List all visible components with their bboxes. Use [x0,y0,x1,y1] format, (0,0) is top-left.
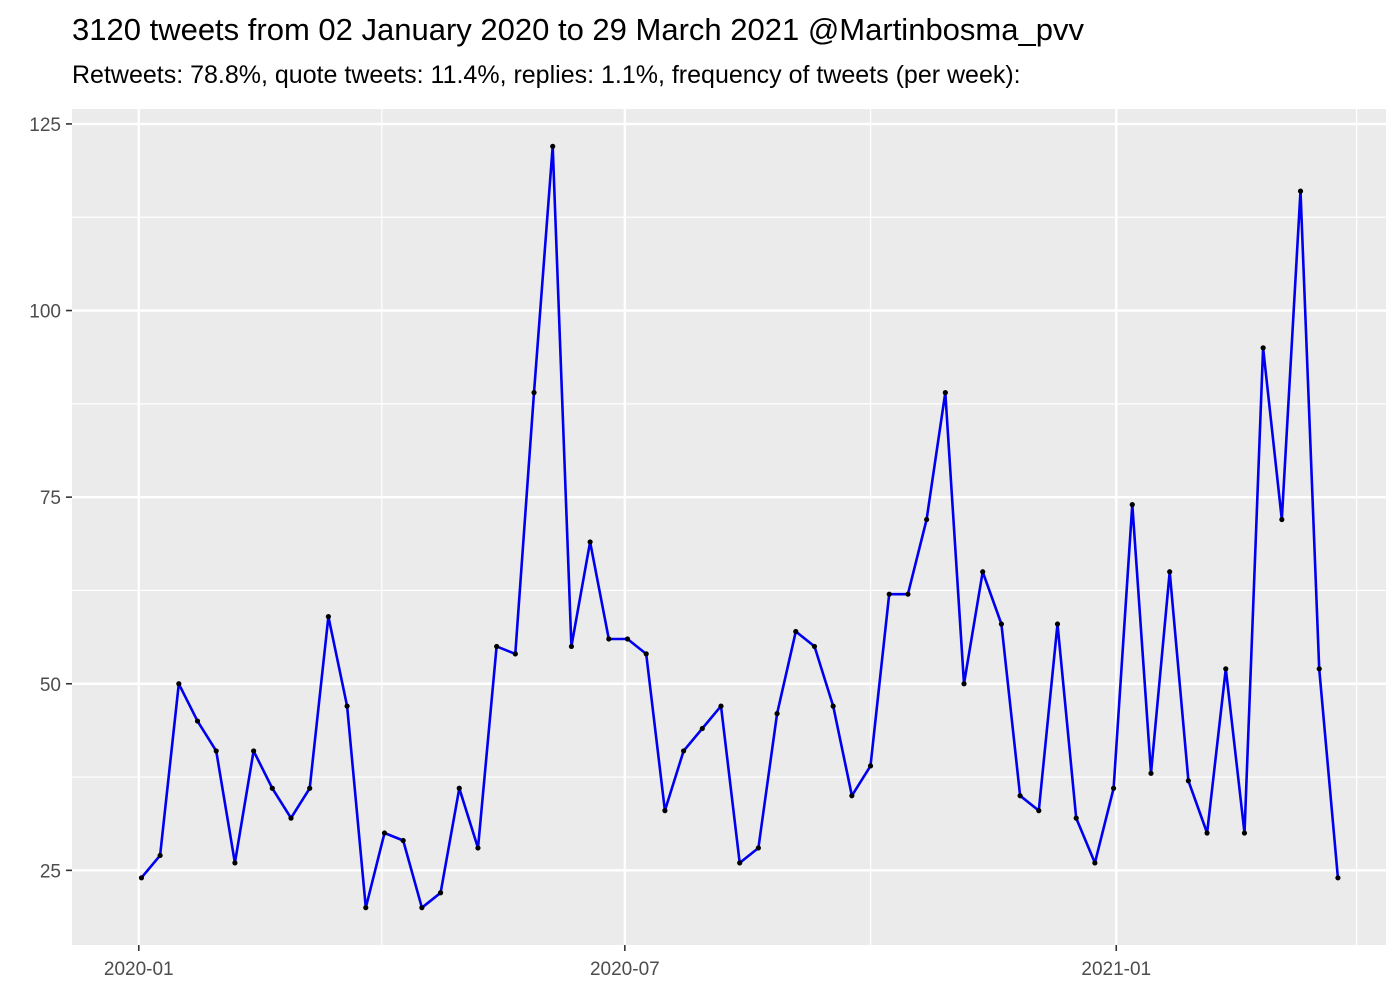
data-point [1185,778,1191,784]
y-axis: 25 50 75 100 125 [29,115,72,882]
data-point [1167,569,1173,575]
data-point [213,748,219,754]
data-point [475,845,481,851]
data-point [1260,345,1266,351]
data-point [662,808,668,814]
data-point [793,628,799,635]
data-point [1017,793,1023,799]
data-point [232,860,238,866]
data-point [811,643,818,650]
data-point [1223,666,1229,672]
y-tick-label: 125 [29,115,61,136]
data-point [1204,830,1210,836]
data-point [587,539,593,545]
data-point [1316,666,1322,672]
data-point [774,711,780,717]
data-point [606,636,612,642]
data-point [867,763,874,769]
chart-subtitle: Retweets: 78.8%, quote tweets: 11.4%, re… [72,61,1021,89]
data-point [1073,815,1079,821]
major-gridlines [72,109,1386,945]
data-point [288,815,294,821]
plot-panel [72,109,1386,945]
data-point [1054,621,1061,627]
x-tick-label: 2021-01 [1081,959,1151,980]
data-point [176,681,182,687]
data-point [307,785,313,791]
data-point [905,591,911,597]
data-point [512,651,518,657]
data-point [755,845,761,851]
data-point [886,591,892,597]
data-point [1092,860,1098,866]
data-point [157,852,163,859]
data-point [381,830,388,836]
data-point [194,718,201,724]
data-point [1297,188,1304,194]
data-point [849,793,855,799]
data-point [456,785,462,791]
data-point [363,905,369,911]
data-point [550,143,556,149]
data-point [494,643,500,650]
data-point [699,725,705,732]
data-point [737,860,743,866]
data-point [568,643,575,650]
data-point [1129,502,1135,508]
data-point [830,703,836,709]
data-point [1148,770,1154,776]
data-point [942,390,948,396]
data-point [269,785,275,791]
data-point [643,651,649,657]
data-point [624,636,631,642]
y-tick-label: 75 [40,488,61,509]
y-tick-label: 100 [29,302,61,323]
data-point [718,703,724,709]
data-point [437,890,444,896]
data-point [1241,830,1248,836]
data-point [1279,516,1285,523]
x-tick-label: 2020-07 [590,959,660,980]
data-point [531,390,537,396]
data-point [961,681,967,687]
data-point [1036,808,1042,814]
data-point [138,875,145,881]
data-point [680,748,687,754]
y-tick-label: 50 [40,675,61,696]
y-tick-label: 25 [40,861,61,882]
data-points [138,143,1341,911]
data-point [1335,875,1341,881]
x-tick-label: 2020-01 [104,959,174,980]
data-point [325,613,331,620]
data-point [998,621,1005,627]
x-axis: 2020-01 2020-07 2021-01 [104,945,1151,980]
data-point [980,569,986,575]
data-point [419,905,425,911]
chart-title: 3120 tweets from 02 January 2020 to 29 M… [72,12,1084,47]
data-point [344,703,350,709]
data-point [1110,785,1117,791]
data-point [251,748,257,754]
data-point [924,516,930,523]
data-point [400,837,406,844]
